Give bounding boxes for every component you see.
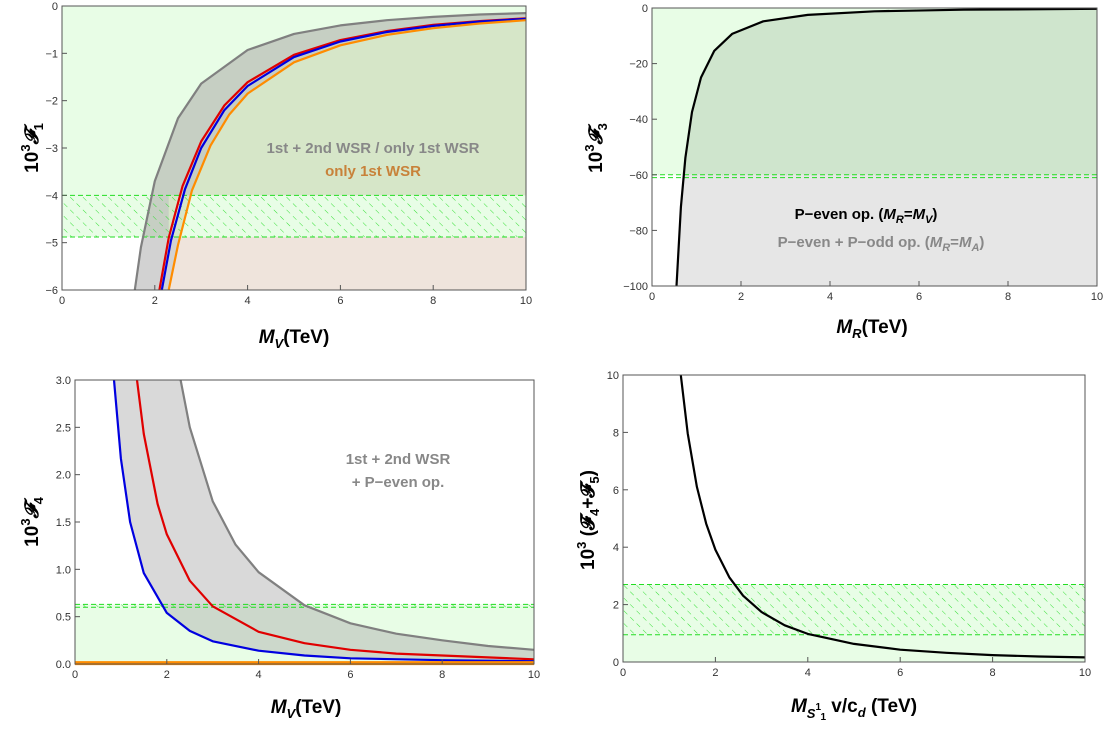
f4-annotation-1: 1st + 2nd WSR [346, 451, 451, 468]
f1-y-axis-label: 103𝓕1 [18, 123, 46, 173]
f3-annotation-1: P−even op. (MR=MV) [795, 206, 938, 226]
f3-xtick-label: 8 [1005, 291, 1011, 303]
f3-ytick-label: −60 [629, 170, 648, 182]
f4f5-plot-frame [622, 374, 1086, 663]
f4-green-region [75, 604, 534, 664]
f1-ytick-label: 0 [52, 1, 58, 13]
f4f5-xtick-label: 0 [620, 667, 626, 679]
f4-ytick-label: 0.5 [56, 612, 71, 624]
f4-ytick-label: 1.0 [56, 564, 71, 576]
f1-series-line-0 [133, 12, 527, 291]
panel-f4-vs-mv: 0 2 4 6 8 10 0.0 0.5 1.0 1.5 2.0 2.5 3.0 1st + 2nd W… [18, 375, 540, 721]
f4-fills [75, 380, 534, 664]
f1-fill-between [134, 13, 527, 290]
f4-annotation-2: + P−even op. [352, 474, 445, 491]
f3-xtick-label: 4 [827, 291, 833, 303]
f3-x-axis-label: MR(TeV) [836, 317, 907, 341]
f3-ytick-label: 0 [642, 3, 648, 15]
f1-ytick-label: −6 [45, 285, 58, 297]
f4-xtick-label: 8 [439, 669, 445, 681]
f4f5-ytick-label: 10 [607, 370, 619, 382]
f4-series [75, 379, 535, 666]
f4-series-line-1 [135, 379, 535, 661]
f4-fill-between [114, 380, 534, 662]
f3-fill-lower-region [676, 174, 1097, 286]
f4-xtick-label: 6 [347, 669, 353, 681]
panel-f1-vs-mv: 0 2 4 6 8 10 0 −1 −2 −3 −4 −5 −6 1st + 2nd WSR / onl… [18, 1, 532, 351]
f1-annotation-1: 1st + 2nd WSR / only 1st WSR [267, 140, 480, 157]
f4f5-ytick-label: 0 [613, 657, 619, 669]
f4f5-ytick-label: 8 [613, 427, 619, 439]
f3-ytick-label: −40 [629, 114, 648, 126]
f1-ytick-label: −1 [45, 48, 58, 60]
f1-band [62, 195, 526, 237]
f4f5-xtick-label: 6 [897, 667, 903, 679]
f3-xtick-label: 2 [738, 291, 744, 303]
f1-xtick-label: 4 [245, 295, 251, 307]
f1-ytick-label: −4 [45, 190, 58, 202]
f4f5-xtick-label: 10 [1079, 667, 1091, 679]
f1-xtick-label: 0 [59, 295, 65, 307]
f3-fill-upper-region [683, 8, 1097, 175]
f4f5-x-axis-label: MS11 v/cd (TeV) [791, 696, 917, 723]
f4f5-xtick-label: 2 [712, 667, 718, 679]
f1-fill-below-lower-pink [168, 236, 526, 290]
f3-annotation-2: P−even + P−odd op. (MR=MA) [778, 234, 985, 254]
f3-fills [652, 8, 1097, 286]
f1-xtick-label: 2 [152, 295, 158, 307]
f1-series [62, 12, 527, 291]
f3-ytick-label: −100 [623, 281, 648, 293]
f4-xtick-label: 4 [256, 669, 262, 681]
f1-ytick-label: −3 [45, 143, 58, 155]
f4-xtick-label: 0 [72, 669, 78, 681]
f1-xtick-label: 8 [430, 295, 436, 307]
f3-xtick-label: 6 [916, 291, 922, 303]
f3-plot-frame [651, 7, 1098, 287]
f4f5-ytick-label: 2 [613, 600, 619, 612]
panel-f4f5-vs-ms: 0 2 4 6 8 10 0 2 4 6 8 10 MS11 v/cd (TeV) 103 (𝓕4+𝓕… [574, 370, 1091, 723]
f4f5-series-line-0 [679, 374, 1086, 659]
f4-ticks: 0 2 4 6 8 10 0.0 0.5 1.0 1.5 2.0 2.5 3.0 [56, 375, 540, 681]
f1-xtick-label: 6 [337, 295, 343, 307]
f4f5-y-axis-label: 103 (𝓕4+𝓕5) [574, 470, 602, 570]
panel-f3-vs-mr: 0 2 4 6 8 10 0 −20 −40 −60 −80 −100 P−even op. (MR=… [582, 3, 1103, 341]
f3-ytick-label: −20 [629, 59, 648, 71]
f3-y-axis-label: 103𝓕3 [582, 123, 610, 173]
f4-xtick-label: 10 [528, 669, 540, 681]
f1-series-line-2 [160, 17, 527, 291]
f1-annotation-2: only 1st WSR [325, 163, 421, 180]
f4-ytick-label: 3.0 [56, 375, 71, 387]
f4f5-xtick-label: 8 [990, 667, 996, 679]
f1-ticks: 0 2 4 6 8 10 0 −1 −2 −3 −4 −5 −6 [45, 1, 532, 307]
f4f5-band [623, 584, 1085, 635]
f3-xtick-label: 10 [1091, 291, 1103, 303]
f4-y-axis-label: 103𝓕4 [18, 496, 46, 546]
f3-ticks: 0 2 4 6 8 10 0 −20 −40 −60 −80 −100 [623, 3, 1103, 303]
f4-xtick-label: 2 [164, 669, 170, 681]
f3-xtick-label: 0 [649, 291, 655, 303]
f4f5-xtick-label: 4 [805, 667, 811, 679]
f3-series-line-0 [675, 7, 1098, 287]
f3-ytick-label: −80 [629, 225, 648, 237]
f4-series-line-2 [112, 379, 535, 663]
f3-band [652, 174, 1097, 178]
f4-series-line-0 [179, 379, 535, 651]
f4-ytick-label: 2.5 [56, 422, 71, 434]
f1-xtick-label: 10 [520, 295, 532, 307]
f4-x-axis-label: MV(TeV) [271, 697, 342, 721]
f4f5-ytick-label: 6 [613, 485, 619, 497]
f1-ytick-label: −5 [45, 238, 58, 250]
f4-ytick-label: 1.5 [56, 517, 71, 529]
f4-ytick-label: 2.0 [56, 470, 71, 482]
f4f5-ytick-label: 4 [613, 542, 619, 554]
f4f5-series [623, 374, 1086, 659]
f1-series-line-3 [167, 19, 527, 291]
f4f5-ticks: 0 2 4 6 8 10 0 2 4 6 8 10 [607, 370, 1091, 679]
f1-ytick-label: −2 [45, 96, 58, 108]
f4-ytick-label: 0.0 [56, 659, 71, 671]
f3-series [652, 7, 1098, 287]
f1-x-axis-label: MV(TeV) [259, 327, 330, 351]
